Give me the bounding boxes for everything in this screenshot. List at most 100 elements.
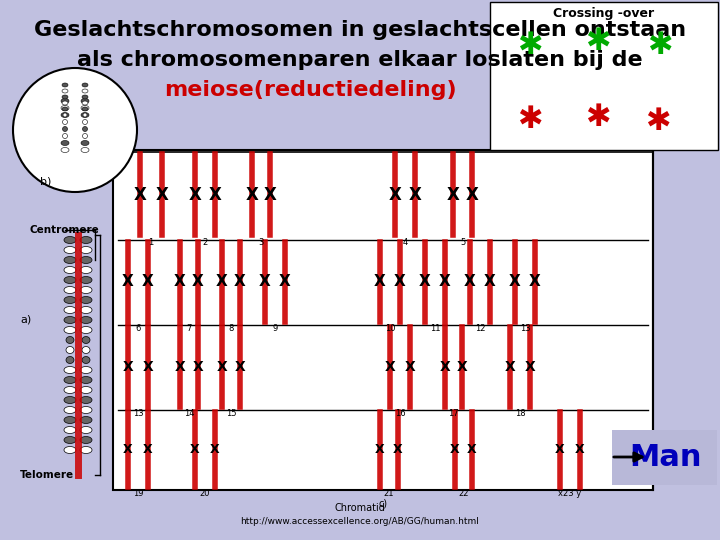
- Ellipse shape: [64, 316, 76, 323]
- Ellipse shape: [80, 296, 92, 303]
- Ellipse shape: [64, 287, 76, 294]
- Ellipse shape: [80, 267, 92, 273]
- Ellipse shape: [80, 447, 92, 454]
- Text: X: X: [509, 274, 521, 289]
- Text: 1: 1: [148, 238, 153, 247]
- Ellipse shape: [64, 447, 76, 454]
- Text: 12: 12: [474, 324, 485, 333]
- Text: X: X: [156, 186, 168, 204]
- Ellipse shape: [80, 436, 92, 443]
- Text: Centromere: Centromere: [30, 225, 100, 235]
- Text: X: X: [143, 443, 153, 456]
- Text: X: X: [279, 274, 291, 289]
- Text: X: X: [209, 186, 222, 204]
- Text: 17: 17: [448, 409, 459, 418]
- Ellipse shape: [66, 336, 74, 343]
- Text: ✱: ✱: [517, 105, 543, 134]
- Text: 21: 21: [384, 489, 395, 498]
- Ellipse shape: [83, 133, 88, 138]
- Ellipse shape: [61, 105, 69, 111]
- Text: X: X: [525, 360, 536, 374]
- Text: X: X: [122, 274, 134, 289]
- Text: 8: 8: [228, 324, 234, 333]
- Ellipse shape: [80, 287, 92, 294]
- Text: X: X: [484, 274, 496, 289]
- Ellipse shape: [80, 407, 92, 414]
- Text: X: X: [246, 186, 258, 204]
- Ellipse shape: [80, 387, 92, 394]
- Ellipse shape: [80, 307, 92, 314]
- Text: X: X: [464, 274, 476, 289]
- Ellipse shape: [64, 276, 76, 284]
- Text: 3: 3: [258, 238, 264, 247]
- Text: X: X: [134, 186, 146, 204]
- Ellipse shape: [82, 89, 88, 93]
- Ellipse shape: [81, 140, 89, 145]
- Text: X: X: [505, 360, 516, 374]
- Ellipse shape: [80, 316, 92, 323]
- Ellipse shape: [63, 133, 68, 138]
- Ellipse shape: [66, 356, 74, 363]
- Text: X: X: [389, 186, 402, 204]
- Text: X: X: [374, 274, 386, 289]
- Text: 18: 18: [515, 409, 526, 418]
- Text: X: X: [393, 443, 402, 456]
- Text: ✱: ✱: [585, 28, 611, 57]
- Ellipse shape: [82, 101, 88, 105]
- Ellipse shape: [82, 336, 90, 343]
- Ellipse shape: [82, 95, 88, 99]
- Text: X: X: [210, 443, 220, 456]
- Text: 4: 4: [402, 238, 408, 247]
- Ellipse shape: [83, 126, 88, 132]
- Ellipse shape: [64, 396, 76, 403]
- Text: 11: 11: [430, 324, 440, 333]
- Ellipse shape: [64, 327, 76, 334]
- Ellipse shape: [63, 113, 67, 117]
- Text: 9: 9: [272, 324, 278, 333]
- Ellipse shape: [80, 276, 92, 284]
- Text: X: X: [394, 274, 406, 289]
- Ellipse shape: [62, 89, 68, 93]
- Ellipse shape: [64, 237, 76, 244]
- Ellipse shape: [64, 367, 76, 374]
- Ellipse shape: [64, 256, 76, 264]
- Text: meiose(reductiedeling): meiose(reductiedeling): [163, 80, 456, 100]
- Ellipse shape: [64, 246, 76, 253]
- Text: Chromatid: Chromatid: [335, 503, 385, 513]
- Text: X: X: [259, 274, 271, 289]
- Circle shape: [13, 68, 137, 192]
- Bar: [612, 430, 717, 485]
- Ellipse shape: [66, 347, 74, 354]
- Ellipse shape: [81, 98, 89, 104]
- Text: 15: 15: [226, 409, 236, 418]
- Ellipse shape: [61, 140, 69, 145]
- Ellipse shape: [82, 107, 88, 111]
- Ellipse shape: [80, 327, 92, 334]
- Text: X: X: [466, 186, 478, 204]
- Ellipse shape: [64, 307, 76, 314]
- Text: 14: 14: [184, 409, 194, 418]
- Ellipse shape: [81, 147, 89, 152]
- Bar: [490, 2, 718, 150]
- Text: X: X: [122, 360, 133, 374]
- Ellipse shape: [80, 396, 92, 403]
- Text: X: X: [555, 443, 564, 456]
- Ellipse shape: [80, 246, 92, 253]
- Text: 10: 10: [384, 324, 395, 333]
- Text: 20: 20: [199, 489, 210, 498]
- Text: X: X: [575, 443, 585, 456]
- Text: 13: 13: [520, 324, 531, 333]
- Text: X: X: [189, 186, 202, 204]
- Text: 7: 7: [186, 324, 192, 333]
- Text: X: X: [264, 186, 276, 204]
- Ellipse shape: [62, 101, 68, 105]
- Text: X: X: [440, 360, 451, 374]
- Text: X: X: [234, 274, 246, 289]
- Text: X: X: [174, 274, 186, 289]
- Ellipse shape: [82, 347, 90, 354]
- Text: X: X: [143, 360, 153, 374]
- Ellipse shape: [62, 95, 68, 99]
- Text: X: X: [190, 443, 200, 456]
- Text: X: X: [216, 274, 228, 289]
- Text: X: X: [439, 274, 451, 289]
